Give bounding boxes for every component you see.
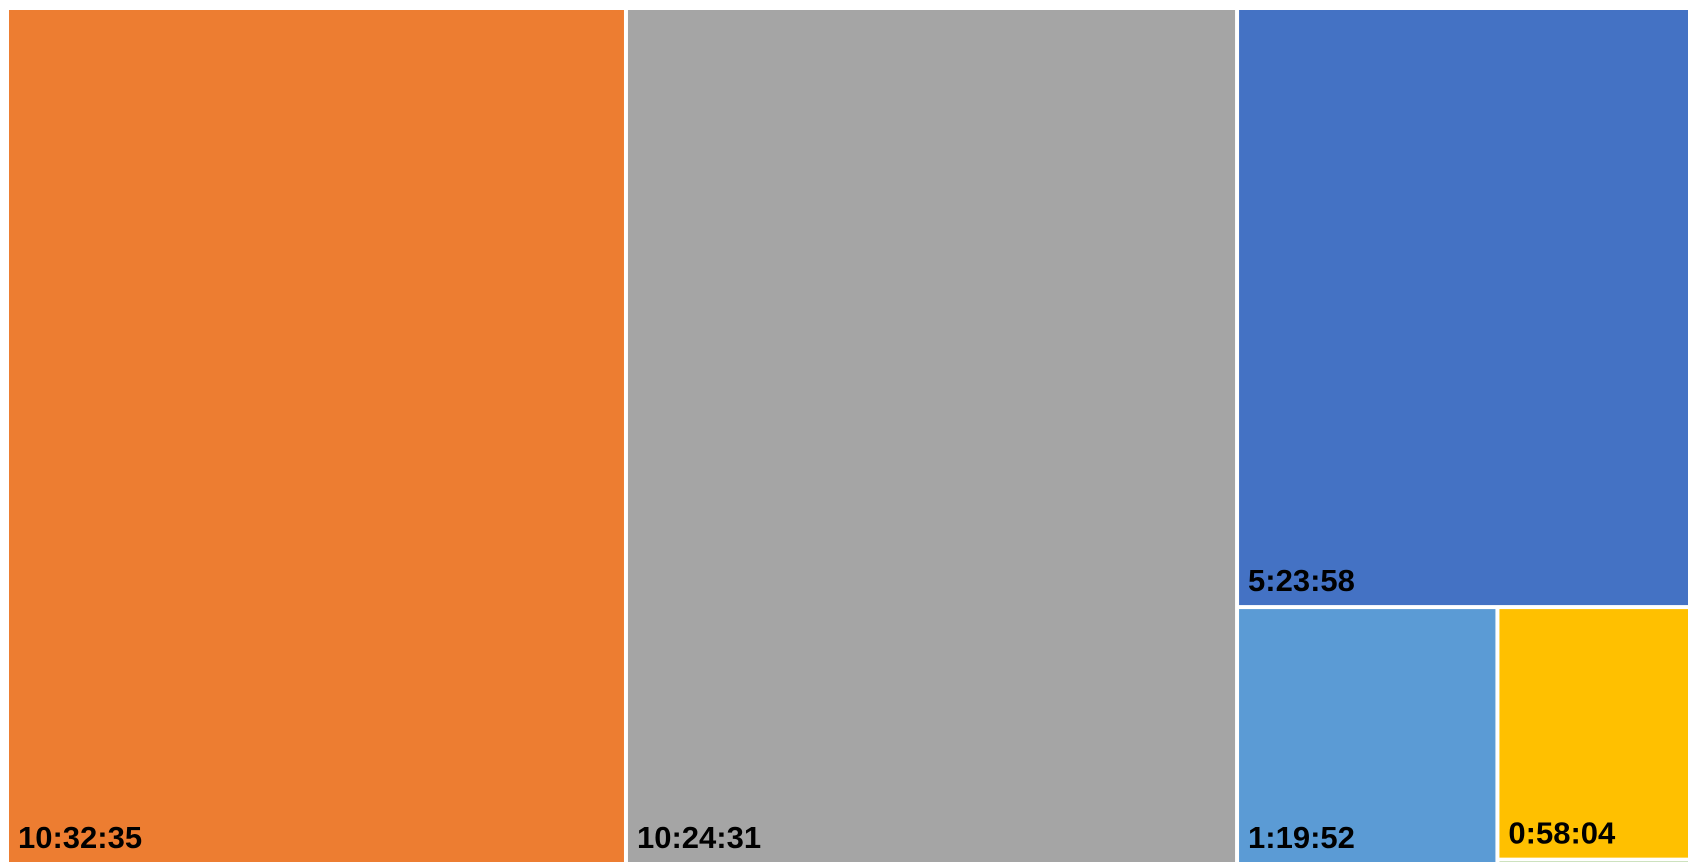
treemap-tile-label-1: 10:32:35 <box>18 820 142 855</box>
treemap-tile-label-2: 10:24:31 <box>637 820 761 855</box>
treemap-tile-label-4: 1:19:52 <box>1248 820 1355 855</box>
treemap-tile-4 <box>1239 609 1496 862</box>
treemap-tile-label-3: 5:23:58 <box>1248 563 1355 598</box>
treemap-tiles <box>9 10 1688 862</box>
treemap-labels: 10:32:35 10:24:31 5:23:58 1:19:52 0:58:04 <box>18 563 1616 855</box>
treemap-tile-3 <box>1239 10 1688 606</box>
treemap-tile-1 <box>9 10 624 862</box>
treemap-tile-label-5: 0:58:04 <box>1508 816 1616 851</box>
treemap-tile-5 <box>1499 609 1688 858</box>
treemap-tile-2 <box>627 10 1236 862</box>
